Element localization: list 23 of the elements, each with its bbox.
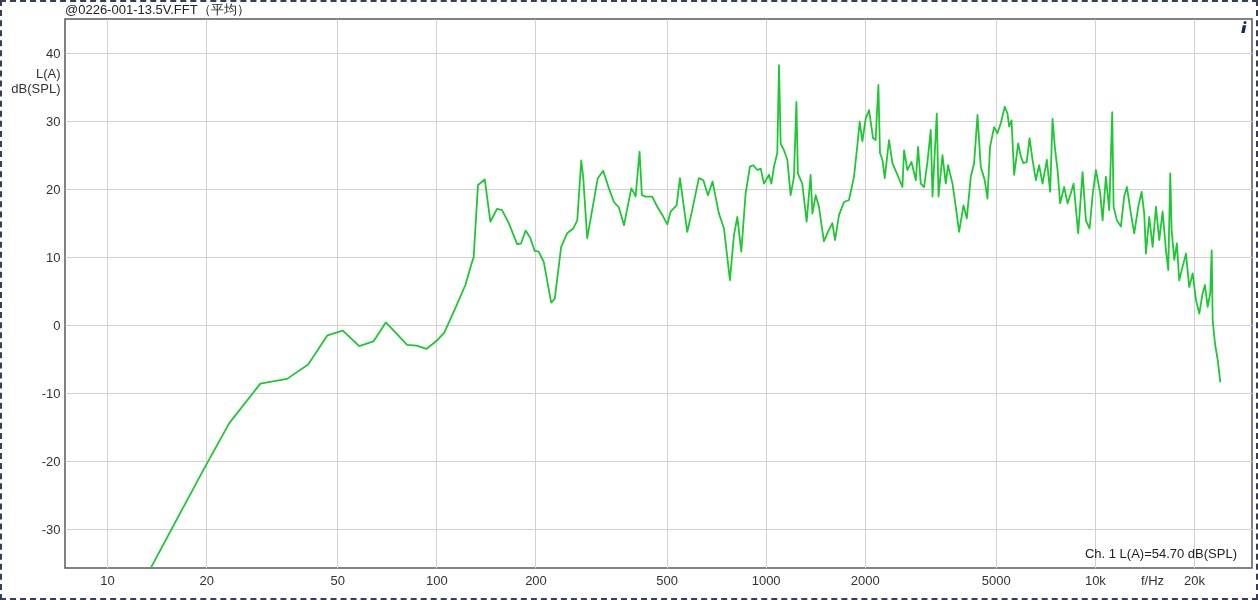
annotation: Ch. 1 L(A)=54.70 dB(SPL) (1084, 546, 1237, 561)
x-tick-label: 1000 (751, 572, 781, 588)
y-tick-label: 30 (46, 113, 61, 129)
y-tick-label: 20 (46, 181, 61, 197)
y-tick-label: -30 (41, 521, 61, 537)
y-tick-label: 10 (46, 249, 61, 265)
x-axis-title: f/Hz (1140, 572, 1165, 588)
x-tick-label: 20 (199, 572, 214, 588)
x-tick-label: 50 (330, 572, 345, 588)
x-tick-label: 2000 (850, 572, 880, 588)
x-tick-label: 10 (100, 572, 115, 588)
x-tick-label: 500 (656, 572, 678, 588)
x-tick-label: 20k (1184, 572, 1206, 588)
y-tick-label: -10 (41, 385, 61, 401)
y-axis-title: L(A) dB(SPL) (11, 65, 61, 96)
x-tick-label: 200 (525, 572, 547, 588)
x-tick-label: 100 (426, 572, 448, 588)
x-tick-label: 10k (1084, 572, 1107, 588)
x-tick-label: 5000 (981, 572, 1011, 588)
y-tick-label: 0 (53, 317, 61, 333)
y-tick-label: 40 (46, 45, 61, 61)
chart-title: @0226-001-13.5V.FFT（平均） (65, 2, 250, 17)
y-tick-label: -20 (41, 453, 61, 469)
